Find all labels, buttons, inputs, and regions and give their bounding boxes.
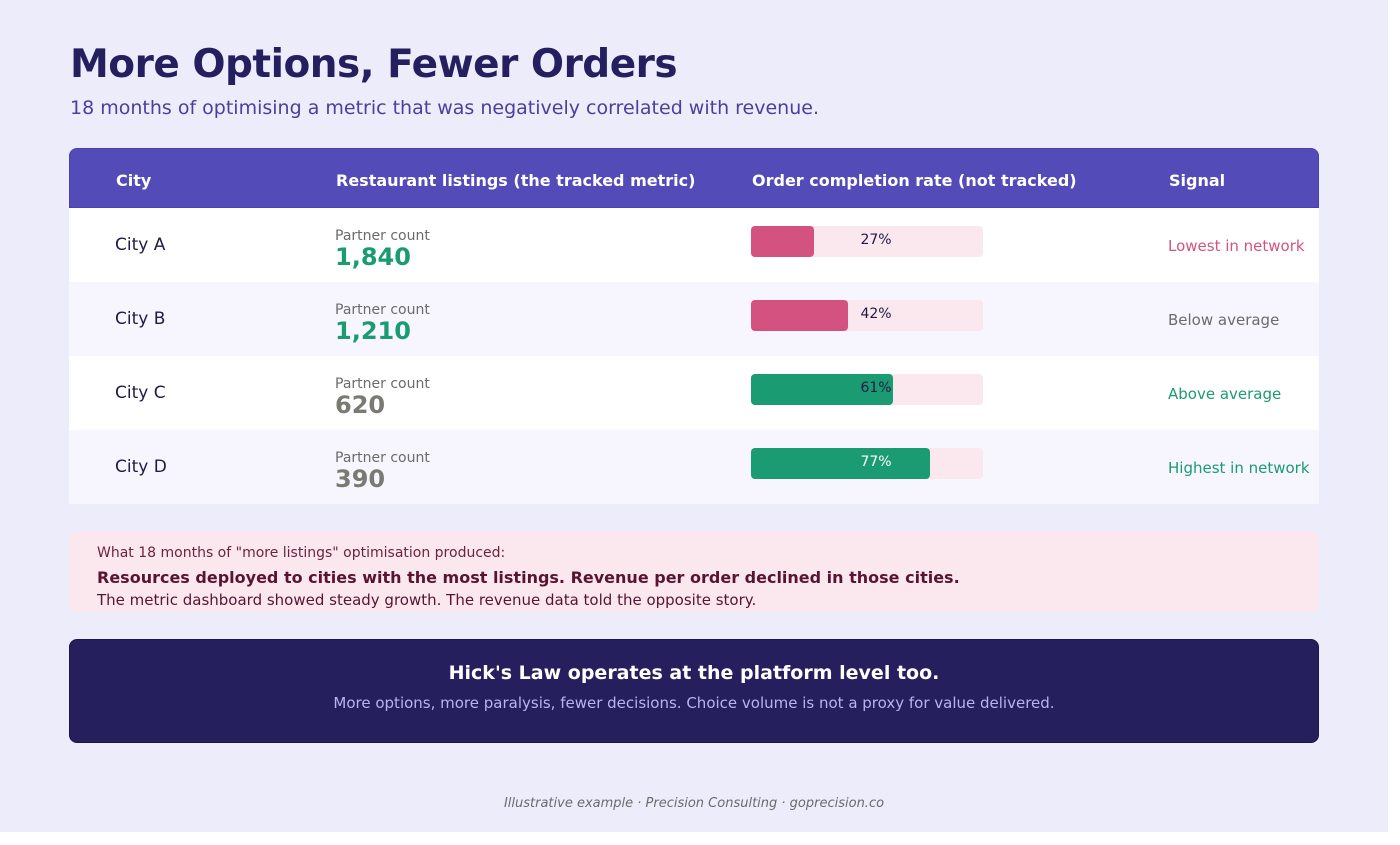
banner-heading: Hick's Law operates at the platform leve… xyxy=(448,662,940,684)
partner-count-label: Partner count xyxy=(335,228,430,244)
table-row: City A Partner count 1,840 27% Lowest in net… xyxy=(69,208,1319,282)
findings-callout: What 18 months of "more listings" optimi… xyxy=(69,531,1319,612)
table-body: City A Partner count 1,840 27% Lowest in net… xyxy=(69,208,1319,504)
completion-rate-fill xyxy=(751,374,893,405)
table-row: City B Partner count 1,210 42% Below average xyxy=(69,282,1319,356)
callout-body: The metric dashboard showed steady growt… xyxy=(97,591,757,609)
page-subtitle: 18 months of optimising a metric that wa… xyxy=(70,97,819,119)
completion-rate-label: 42% xyxy=(860,306,892,322)
footer-credit: Illustrative example · Precision Consult… xyxy=(503,796,885,811)
city-name: City C xyxy=(115,383,166,403)
completion-rate-fill xyxy=(751,226,814,257)
signal-text: Below average xyxy=(1168,311,1280,329)
signal-text: Lowest in network xyxy=(1168,237,1305,255)
page-title: More Options, Fewer Orders xyxy=(70,42,678,87)
completion-rate-bar: 27% xyxy=(751,226,983,257)
partner-count-label: Partner count xyxy=(335,450,430,466)
partner-count-value: 1,210 xyxy=(335,317,411,345)
signal-text: Highest in network xyxy=(1168,459,1310,477)
callout-headline: Resources deployed to cities with the mo… xyxy=(97,568,960,587)
completion-rate-fill xyxy=(751,448,930,479)
listings-cell: Partner count 1,210 xyxy=(335,302,430,345)
completion-rate-label: 27% xyxy=(860,232,892,248)
city-name: City A xyxy=(115,235,166,255)
listings-cell: Partner count 1,840 xyxy=(335,228,430,271)
completion-rate-bar: 61% xyxy=(751,374,983,405)
conclusion-banner: Hick's Law operates at the platform leve… xyxy=(69,639,1319,743)
partner-count-value: 390 xyxy=(335,465,386,493)
completion-rate-bar: 42% xyxy=(751,300,983,331)
banner-subtext: More options, more paralysis, fewer deci… xyxy=(333,694,1055,712)
partner-count-label: Partner count xyxy=(335,376,430,392)
column-header-listings: Restaurant listings (the tracked metric) xyxy=(336,171,696,190)
table-row: City C Partner count 620 61% Above average xyxy=(69,356,1319,430)
partner-count-label: Partner count xyxy=(335,302,430,318)
page: More Options, Fewer Orders 18 months of … xyxy=(0,0,1388,832)
completion-rate-bar: 77% xyxy=(751,448,983,479)
completion-rate-fill xyxy=(751,300,849,331)
listings-cell: Partner count 620 xyxy=(335,376,430,419)
completion-rate-label: 61% xyxy=(860,380,892,396)
table-header: City Restaurant listings (the tracked me… xyxy=(69,148,1319,208)
partner-count-value: 620 xyxy=(335,391,386,419)
callout-intro: What 18 months of "more listings" optimi… xyxy=(97,545,506,561)
city-name: City D xyxy=(115,457,167,477)
table-row: City D Partner count 390 77% Highest in netw… xyxy=(69,430,1319,504)
column-header-city: City xyxy=(116,171,152,190)
completion-rate-label: 77% xyxy=(860,454,892,470)
partner-count-value: 1,840 xyxy=(335,243,411,271)
column-header-completion-rate: Order completion rate (not tracked) xyxy=(752,171,1077,190)
city-name: City B xyxy=(115,309,166,329)
column-header-signal: Signal xyxy=(1169,171,1226,190)
signal-text: Above average xyxy=(1168,385,1282,403)
city-table: City Restaurant listings (the tracked me… xyxy=(69,148,1319,504)
listings-cell: Partner count 390 xyxy=(335,450,430,493)
